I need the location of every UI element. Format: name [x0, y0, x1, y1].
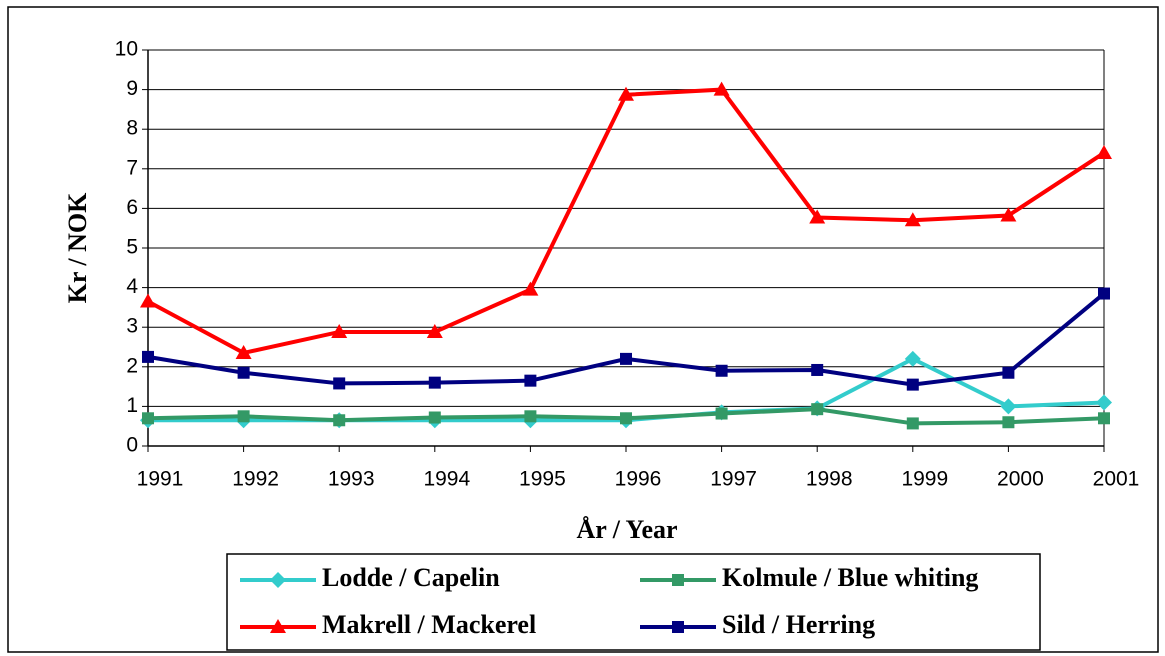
y-tick-label: 6	[126, 196, 138, 219]
y-tick-label: 7	[126, 156, 138, 179]
marker	[904, 350, 921, 367]
marker	[904, 212, 921, 227]
series-line	[148, 356, 1105, 423]
marker	[235, 344, 252, 359]
marker	[618, 86, 634, 101]
x-axis-label: År / Year	[576, 515, 677, 544]
marker	[1002, 416, 1015, 429]
legend-label: Kolmule / Blue whiting	[722, 563, 978, 592]
legend-marker	[672, 574, 684, 586]
marker	[1000, 398, 1017, 415]
x-tick-label: 1999	[901, 468, 948, 491]
marker	[715, 407, 728, 420]
marker	[428, 376, 441, 389]
marker	[524, 374, 537, 387]
marker	[237, 366, 250, 379]
marker	[522, 281, 539, 296]
y-tick-label: 2	[126, 354, 138, 377]
legend-label: Sild / Herring	[722, 610, 875, 639]
marker	[620, 352, 632, 365]
marker	[713, 81, 730, 96]
marker	[1000, 207, 1017, 222]
marker	[1096, 394, 1112, 411]
marker	[1098, 287, 1110, 300]
marker	[620, 412, 632, 425]
marker	[524, 410, 537, 423]
x-tick-label: 2001	[1093, 468, 1140, 491]
x-tick-label: 1998	[806, 468, 853, 491]
legend-label: Lodde / Capelin	[322, 563, 500, 592]
marker	[237, 410, 250, 423]
marker	[333, 414, 346, 427]
x-tick-label: 2000	[997, 468, 1044, 491]
marker	[140, 293, 156, 308]
marker	[333, 377, 346, 390]
y-tick-label: 8	[126, 117, 138, 140]
marker	[715, 364, 728, 377]
marker	[811, 403, 824, 416]
x-tick-label: 1997	[710, 468, 757, 491]
x-tick-label: 1992	[232, 468, 279, 491]
chart-border	[7, 6, 1159, 653]
y-axis-label: Kr / NOK	[63, 192, 92, 304]
marker	[142, 350, 154, 363]
marker	[428, 411, 441, 424]
legend-label: Makrell / Mackerel	[322, 610, 536, 639]
marker	[1096, 144, 1112, 159]
marker	[1002, 366, 1015, 379]
x-tick-label: 1991	[137, 468, 184, 491]
x-tick-label: 1994	[423, 468, 470, 491]
marker	[809, 209, 826, 224]
legend-marker	[672, 621, 684, 633]
marker	[906, 417, 919, 430]
x-tick-label: 1993	[328, 468, 375, 491]
legend-marker	[270, 619, 286, 633]
marker	[426, 323, 443, 338]
marker	[811, 363, 824, 376]
y-tick-label: 1	[126, 394, 138, 417]
y-tick-label: 4	[126, 275, 138, 298]
y-tick-label: 9	[126, 77, 138, 100]
y-tick-label: 5	[126, 236, 138, 259]
y-tick-label: 3	[126, 315, 138, 338]
marker	[1098, 412, 1110, 425]
series-line	[147, 291, 1106, 387]
y-tick-label: 10	[115, 38, 138, 61]
legend-marker	[270, 572, 286, 588]
x-tick-label: 1996	[615, 468, 662, 491]
marker	[906, 378, 919, 391]
marker	[331, 323, 348, 338]
marker	[142, 412, 154, 425]
legend-box	[226, 553, 1041, 651]
y-tick-label: 0	[126, 434, 138, 457]
x-tick-label: 1995	[519, 468, 566, 491]
